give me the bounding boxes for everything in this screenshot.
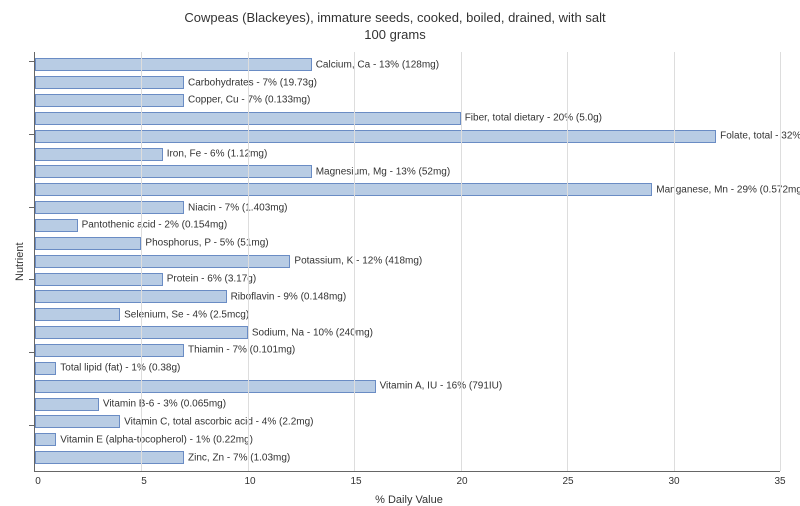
bar-row: Vitamin C, total ascorbic acid - 4% (2.2… bbox=[35, 414, 780, 429]
bar-row: Manganese, Mn - 29% (0.572mg) bbox=[35, 182, 780, 197]
nutrient-label: Potassium, K - 12% (418mg) bbox=[294, 256, 422, 267]
nutrient-label: Selenium, Se - 4% (2.5mcg) bbox=[124, 309, 249, 320]
grid-line bbox=[674, 52, 675, 471]
bar-row: Carbohydrates - 7% (19.73g) bbox=[35, 75, 780, 90]
grid-line bbox=[461, 52, 462, 471]
nutrient-label: Vitamin C, total ascorbic acid - 4% (2.2… bbox=[124, 416, 313, 427]
nutrient-bar bbox=[35, 201, 184, 214]
x-tick-label: 30 bbox=[668, 476, 679, 487]
nutrient-bar bbox=[35, 165, 312, 178]
bar-row: Thiamin - 7% (0.101mg) bbox=[35, 343, 780, 358]
nutrient-bar bbox=[35, 58, 312, 71]
nutrient-label: Protein - 6% (3.17g) bbox=[167, 274, 257, 285]
bar-row: Total lipid (fat) - 1% (0.38g) bbox=[35, 361, 780, 376]
x-tick-label: 0 bbox=[35, 476, 41, 487]
title-line-1: Cowpeas (Blackeyes), immature seeds, coo… bbox=[184, 10, 605, 25]
nutrient-label: Manganese, Mn - 29% (0.572mg) bbox=[656, 184, 800, 195]
nutrient-label: Calcium, Ca - 13% (128mg) bbox=[316, 59, 439, 70]
nutrient-label: Vitamin B-6 - 3% (0.065mg) bbox=[103, 399, 226, 410]
nutrient-label: Copper, Cu - 7% (0.133mg) bbox=[188, 95, 310, 106]
y-tick bbox=[29, 207, 34, 208]
nutrient-label: Total lipid (fat) - 1% (0.38g) bbox=[60, 363, 180, 374]
bar-row: Protein - 6% (3.17g) bbox=[35, 272, 780, 287]
grid-line bbox=[567, 52, 568, 471]
nutrient-label: Folate, total - 32% (127mcg) bbox=[720, 131, 800, 142]
nutrient-label: Zinc, Zn - 7% (1.03mg) bbox=[188, 452, 290, 463]
nutrient-label: Vitamin A, IU - 16% (791IU) bbox=[380, 381, 503, 392]
bar-row: Sodium, Na - 10% (240mg) bbox=[35, 325, 780, 340]
bars-layer: Calcium, Ca - 13% (128mg) Carbohydrates -… bbox=[35, 56, 780, 467]
nutrient-bar bbox=[35, 76, 184, 89]
bar-row: Vitamin B-6 - 3% (0.065mg) bbox=[35, 397, 780, 412]
y-tick bbox=[29, 425, 34, 426]
nutrient-bar bbox=[35, 183, 652, 196]
nutrient-bar bbox=[35, 255, 290, 268]
bar-row: Phosphorus, P - 5% (51mg) bbox=[35, 236, 780, 251]
title-line-2: 100 grams bbox=[364, 27, 425, 42]
x-axis: % Daily Value 05101520253035 bbox=[38, 472, 780, 502]
nutrient-bar bbox=[35, 398, 99, 411]
nutrient-bar bbox=[35, 433, 56, 446]
grid-line bbox=[354, 52, 355, 471]
chart-title: Cowpeas (Blackeyes), immature seeds, coo… bbox=[10, 10, 780, 44]
nutrient-bar bbox=[35, 451, 184, 464]
bar-row: Potassium, K - 12% (418mg) bbox=[35, 254, 780, 269]
nutrient-bar bbox=[35, 273, 163, 286]
bar-row: Niacin - 7% (1.403mg) bbox=[35, 200, 780, 215]
nutrient-label: Phosphorus, P - 5% (51mg) bbox=[145, 238, 268, 249]
y-axis-label: Nutrient bbox=[10, 52, 30, 472]
bar-row: Iron, Fe - 6% (1.12mg) bbox=[35, 147, 780, 162]
x-tick-label: 10 bbox=[244, 476, 255, 487]
bar-row: Riboflavin - 9% (0.148mg) bbox=[35, 289, 780, 304]
nutrient-label: Fiber, total dietary - 20% (5.0g) bbox=[465, 113, 602, 124]
nutrient-label: Niacin - 7% (1.403mg) bbox=[188, 202, 287, 213]
nutrient-bar bbox=[35, 308, 120, 321]
nutrient-bar bbox=[35, 94, 184, 107]
nutrient-bar bbox=[35, 362, 56, 375]
nutrient-bar bbox=[35, 130, 716, 143]
y-tick bbox=[29, 134, 34, 135]
chart-body: Nutrient Calcium, Ca - 13% (128mg) Carboh… bbox=[10, 52, 780, 472]
bar-row: Zinc, Zn - 7% (1.03mg) bbox=[35, 450, 780, 465]
bar-row: Magnesium, Mg - 13% (52mg) bbox=[35, 164, 780, 179]
bar-row: Selenium, Se - 4% (2.5mcg) bbox=[35, 307, 780, 322]
nutrient-bar bbox=[35, 237, 141, 250]
y-tick bbox=[29, 352, 34, 353]
nutrient-label: Carbohydrates - 7% (19.73g) bbox=[188, 77, 317, 88]
bar-row: Vitamin E (alpha-tocopherol) - 1% (0.22m… bbox=[35, 432, 780, 447]
nutrient-bar bbox=[35, 344, 184, 357]
nutrient-bar bbox=[35, 290, 227, 303]
x-tick-label: 5 bbox=[141, 476, 147, 487]
bar-row: Folate, total - 32% (127mcg) bbox=[35, 129, 780, 144]
bar-row: Pantothenic acid - 2% (0.154mg) bbox=[35, 218, 780, 233]
y-tick bbox=[29, 61, 34, 62]
nutrient-bar bbox=[35, 148, 163, 161]
bar-row: Vitamin A, IU - 16% (791IU) bbox=[35, 379, 780, 394]
nutrient-bar bbox=[35, 380, 376, 393]
grid-line bbox=[248, 52, 249, 471]
x-tick-label: 15 bbox=[350, 476, 361, 487]
y-tick bbox=[29, 279, 34, 280]
nutrient-label: Magnesium, Mg - 13% (52mg) bbox=[316, 166, 451, 177]
grid-line bbox=[780, 52, 781, 471]
nutrient-bar bbox=[35, 219, 78, 232]
nutrient-label: Vitamin E (alpha-tocopherol) - 1% (0.22m… bbox=[60, 434, 253, 445]
x-tick-label: 25 bbox=[562, 476, 573, 487]
nutrient-label: Pantothenic acid - 2% (0.154mg) bbox=[82, 220, 228, 231]
nutrient-label: Iron, Fe - 6% (1.12mg) bbox=[167, 149, 268, 160]
nutrient-label: Thiamin - 7% (0.101mg) bbox=[188, 345, 295, 356]
grid-line bbox=[141, 52, 142, 471]
plot-area: Calcium, Ca - 13% (128mg) Carbohydrates -… bbox=[34, 52, 780, 472]
bar-row: Fiber, total dietary - 20% (5.0g) bbox=[35, 111, 780, 126]
bar-row: Copper, Cu - 7% (0.133mg) bbox=[35, 93, 780, 108]
bar-row: Calcium, Ca - 13% (128mg) bbox=[35, 57, 780, 72]
nutrient-bar bbox=[35, 415, 120, 428]
chart-container: Cowpeas (Blackeyes), immature seeds, coo… bbox=[0, 0, 800, 500]
x-tick-label: 20 bbox=[456, 476, 467, 487]
x-tick-label: 35 bbox=[774, 476, 785, 487]
